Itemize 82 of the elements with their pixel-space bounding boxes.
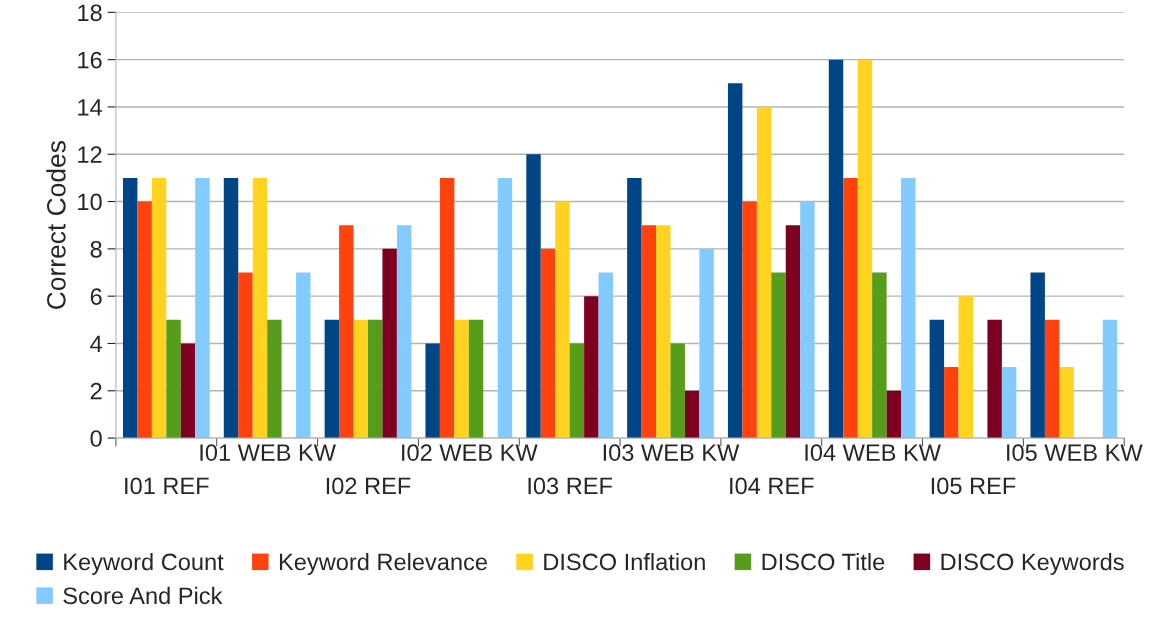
legend-label: DISCO Keywords	[941, 552, 1124, 575]
bar	[872, 272, 887, 439]
bar	[324, 319, 340, 439]
bar	[1030, 272, 1045, 439]
y-tick-label: 16	[78, 51, 102, 69]
bar	[238, 272, 253, 439]
x-tick-label: I01 REF	[125, 477, 209, 495]
bar	[526, 154, 541, 439]
bar	[396, 225, 412, 439]
bar	[468, 319, 484, 439]
bar	[252, 177, 268, 439]
bar	[641, 225, 657, 439]
bar	[296, 272, 311, 439]
x-tick-label: I04 REF	[730, 477, 814, 495]
x-tick-label: I03 WEB KW	[603, 444, 740, 461]
bar	[1059, 367, 1074, 439]
x-tick-label: I05 REF	[931, 477, 1016, 495]
bar	[857, 59, 873, 439]
bar	[569, 343, 585, 439]
bar	[742, 201, 757, 439]
y-tick-label: 6	[90, 288, 102, 305]
bar	[339, 225, 354, 439]
y-tick-label: 12	[78, 146, 102, 163]
legend-label: Keyword Count	[64, 552, 224, 575]
legend-label: Keyword Relevance	[279, 552, 487, 575]
bar	[699, 248, 714, 439]
bar	[901, 177, 916, 439]
bar	[195, 177, 210, 439]
x-tick-label: I02 REF	[326, 477, 411, 495]
bar	[987, 319, 1002, 439]
bar	[439, 177, 455, 439]
bar	[555, 201, 570, 439]
bar	[656, 225, 671, 439]
bar	[454, 319, 469, 439]
legend-label: DISCO Title	[762, 552, 885, 571]
bar	[785, 225, 801, 439]
y-tick-label: 0	[90, 430, 102, 447]
y-tick-label: 8	[90, 240, 102, 258]
x-tick-label: I03 REF	[528, 477, 613, 495]
bar	[1001, 367, 1017, 439]
bar	[886, 390, 902, 439]
bar	[756, 106, 772, 439]
bar	[137, 201, 152, 439]
bar	[771, 272, 786, 439]
y-axis-title: Correct Codes	[46, 141, 66, 309]
legend-label: DISCO Inflation	[544, 552, 705, 571]
bar	[684, 390, 700, 439]
y-tick-label: 14	[78, 99, 103, 116]
bar	[353, 319, 368, 439]
bar	[598, 272, 614, 439]
bar	[670, 343, 685, 439]
bar	[958, 296, 973, 439]
bar	[944, 367, 959, 439]
x-tick-label: I04 WEB KW	[805, 444, 941, 461]
bar	[1044, 319, 1060, 439]
bar	[843, 177, 858, 439]
y-tick-label: 10	[78, 193, 102, 211]
bar	[828, 59, 844, 439]
bar	[584, 296, 599, 439]
bar	[367, 319, 383, 439]
y-tick-label: 4	[90, 335, 103, 353]
legend-label: Score And Pick	[63, 586, 223, 605]
x-tick-label: I01 WEB KW	[200, 444, 336, 461]
bar	[727, 83, 743, 439]
bar	[382, 248, 397, 439]
bar	[267, 319, 282, 439]
bar	[497, 177, 513, 439]
bar	[166, 319, 181, 439]
bar	[223, 177, 239, 439]
bar	[122, 177, 138, 439]
bar	[800, 201, 815, 439]
bar	[180, 343, 196, 439]
bar	[425, 343, 440, 439]
bar	[1102, 319, 1118, 439]
x-tick-label: I05 WEB KW	[1007, 444, 1143, 461]
bar	[151, 177, 167, 439]
y-tick-label: 18	[78, 4, 102, 22]
bar	[929, 319, 945, 439]
bar	[540, 248, 556, 439]
y-tick-label: 2	[90, 382, 102, 400]
x-tick-label: I02 WEB KW	[402, 444, 538, 461]
bar	[627, 177, 642, 439]
